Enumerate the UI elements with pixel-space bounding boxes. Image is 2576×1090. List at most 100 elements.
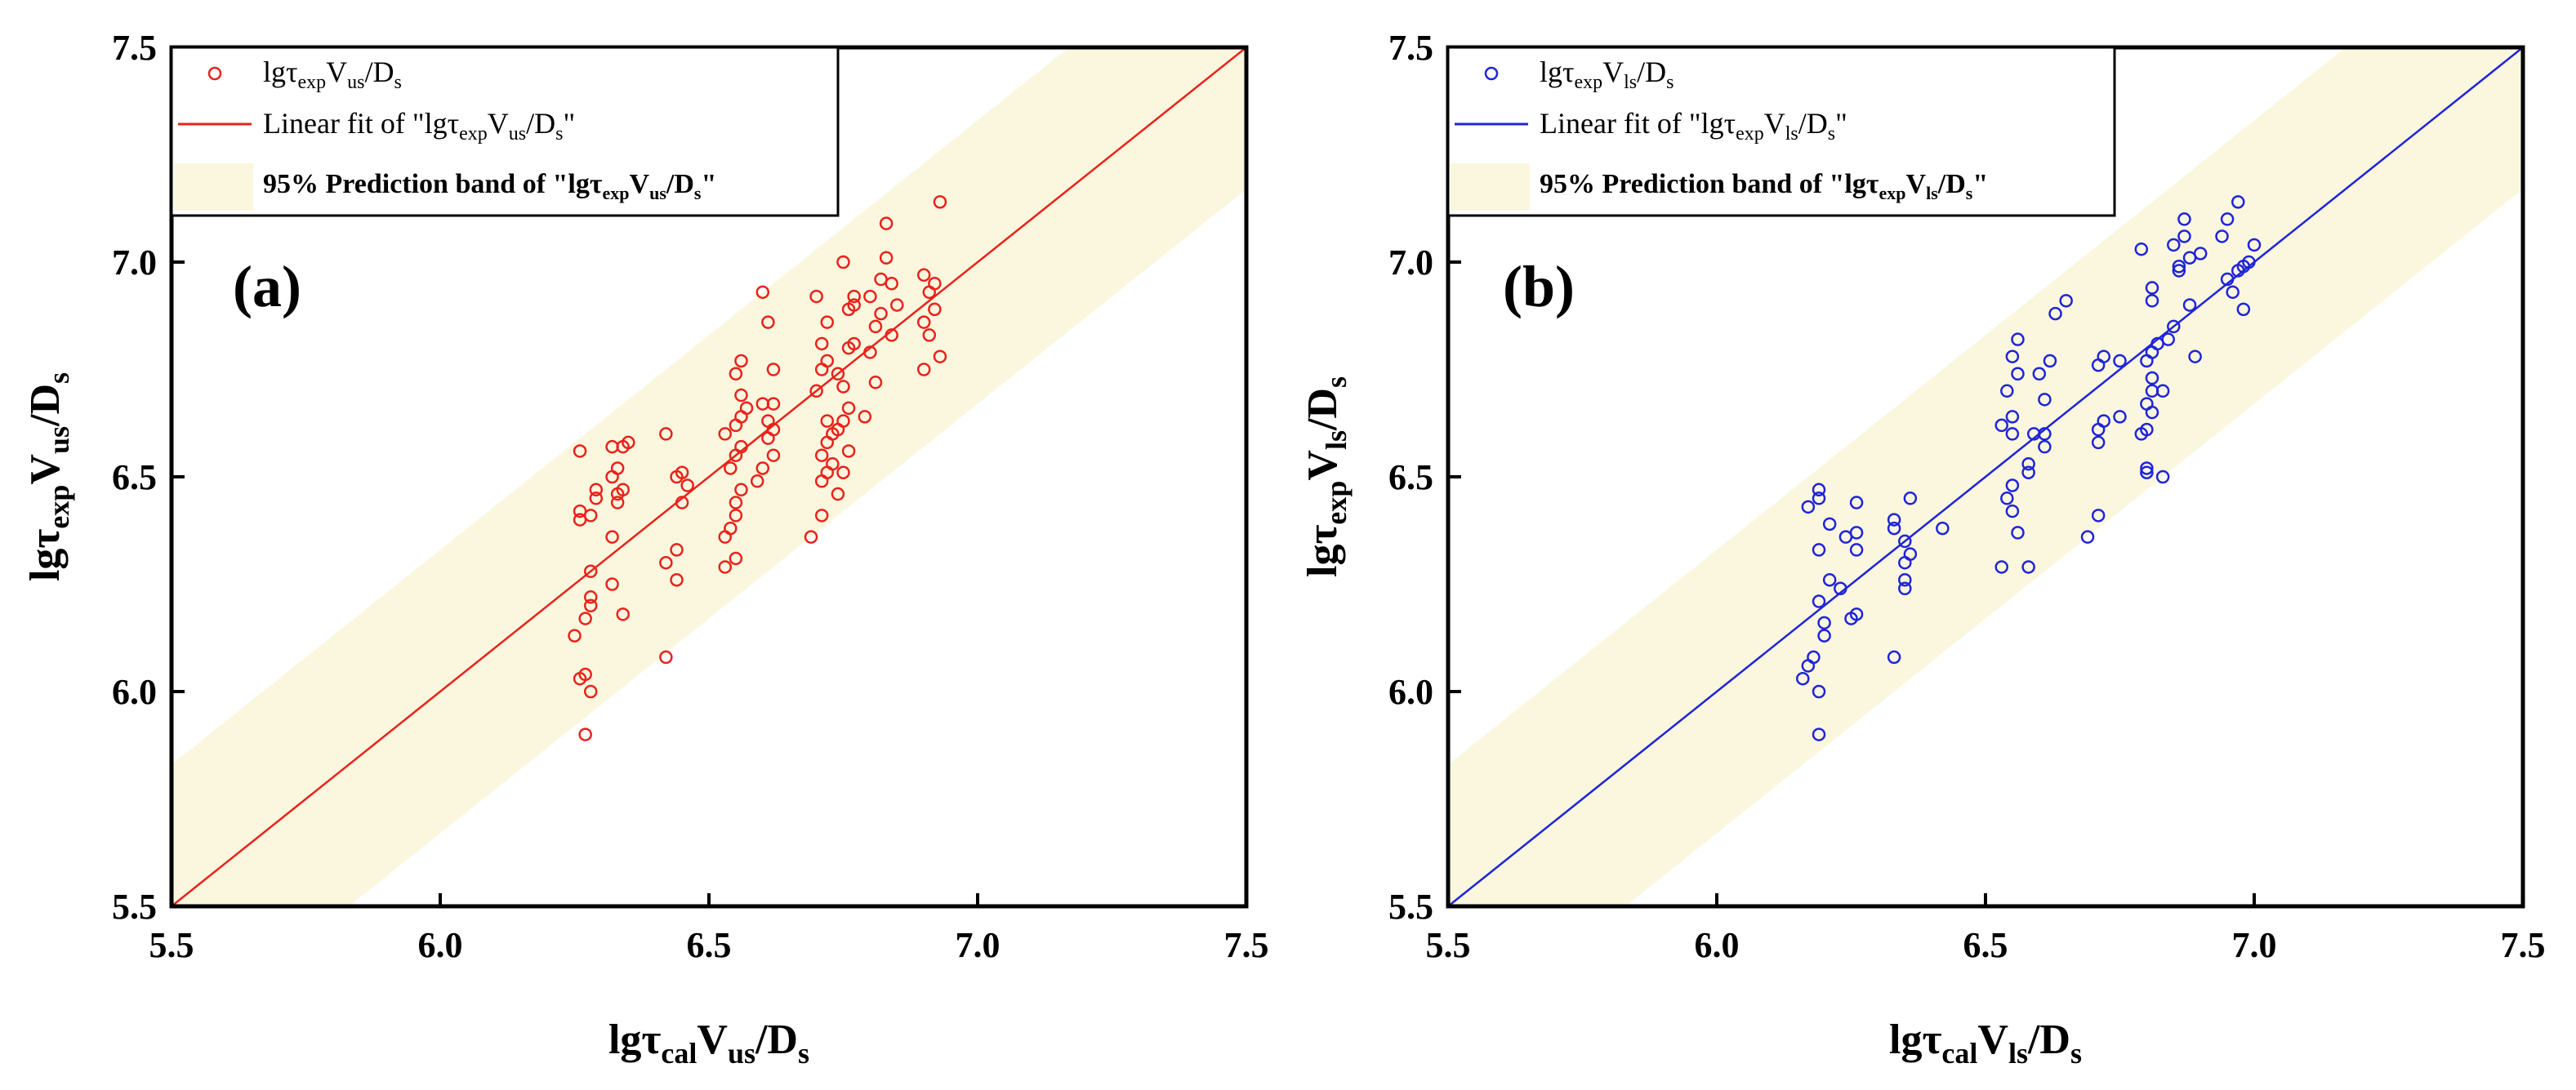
x-tick-label: 7.0	[2232, 925, 2277, 965]
data-point	[2140, 465, 2154, 479]
data-point	[755, 461, 770, 475]
data-point	[890, 298, 904, 312]
data-point	[1849, 607, 1864, 621]
data-point	[858, 410, 872, 424]
data-point	[2005, 427, 2020, 441]
data-point	[761, 315, 775, 329]
data-point	[750, 474, 764, 488]
data-point	[2038, 427, 2052, 441]
legend-box	[170, 46, 840, 217]
x-axis-title: lgτcalVls/Ds	[1889, 1017, 2082, 1070]
data-point	[847, 289, 861, 304]
data-point	[659, 650, 673, 665]
data-point	[2021, 465, 2035, 479]
data-point	[836, 465, 850, 479]
data-point	[2140, 397, 2154, 411]
data-point	[1822, 572, 1837, 587]
data-point	[2059, 294, 2073, 308]
data-point	[2048, 306, 2062, 321]
data-point	[734, 354, 748, 368]
data-point	[761, 414, 775, 428]
data-point	[2226, 285, 2240, 300]
scatter-points	[568, 195, 947, 741]
data-point	[610, 461, 625, 475]
x-tick-label: 6.5	[1963, 925, 2008, 965]
data-point	[1812, 727, 1826, 741]
y-tick-label: 6.5	[1388, 457, 1433, 497]
data-point	[916, 268, 931, 283]
data-point	[2080, 530, 2095, 544]
data-point	[724, 521, 738, 536]
axis-ticks: 5.5 6.0 6.5 7.0 7.5 5.5 6.0 6.5 7.0 7.5	[1388, 28, 2546, 965]
data-point	[841, 444, 856, 458]
data-point	[2038, 439, 2052, 454]
data-point	[1817, 629, 1831, 643]
data-point	[814, 509, 829, 523]
data-point	[1936, 521, 1950, 536]
data-point	[2193, 247, 2208, 260]
y-axis-title: lgτexpVls/Ds	[1299, 376, 1353, 577]
data-point	[2000, 384, 2014, 398]
data-point	[729, 367, 743, 381]
data-point	[2011, 526, 2025, 540]
scatter-points	[1796, 195, 2262, 741]
y-tick-label: 5.5	[1388, 887, 1433, 927]
data-point	[916, 315, 931, 329]
data-point	[1812, 483, 1826, 497]
data-point	[809, 289, 823, 304]
data-point	[2043, 354, 2057, 368]
data-point	[1849, 496, 1864, 509]
x-tick-label: 6.5	[687, 925, 732, 965]
data-point	[1898, 581, 1912, 596]
legend-scatter-label: lgτexpVls/Ds	[1540, 56, 1674, 93]
legend-scatter-label: lgτexpVus/Ds	[263, 56, 402, 93]
panel-b: 5.5 6.0 6.5 7.0 7.5 5.5 6.0 6.5 7.0 7.5 (b) lgτex…	[1299, 28, 2546, 1070]
data-point	[589, 483, 604, 497]
data-point	[2091, 435, 2106, 450]
x-tick-label: 5.5	[1426, 925, 1471, 965]
y-tick-label: 6.0	[1388, 672, 1433, 712]
data-point	[1849, 543, 1864, 557]
data-point	[675, 465, 689, 479]
data-point	[2140, 461, 2154, 475]
data-point	[573, 444, 587, 458]
data-point	[1822, 517, 1837, 532]
data-point	[729, 496, 743, 509]
data-point	[933, 195, 947, 209]
data-point	[659, 427, 673, 441]
data-point	[1812, 543, 1826, 557]
data-point	[578, 667, 592, 682]
y-tick-label: 7.5	[1388, 28, 1433, 68]
data-point	[820, 354, 835, 368]
data-point	[2134, 242, 2149, 256]
data-point	[659, 555, 673, 570]
legend-box	[1446, 46, 2116, 217]
legend-band-label: 95% Prediction band of "lgτexpVus/Ds"	[263, 169, 716, 203]
y-tick-label: 7.0	[112, 242, 157, 283]
data-point	[820, 315, 835, 329]
data-point	[879, 251, 894, 265]
linear-fit-line	[172, 47, 1246, 906]
data-point	[2145, 294, 2159, 308]
data-point	[1807, 650, 1821, 665]
axis-ticks: 5.5 6.0 6.5 7.0 7.5 5.5 6.0 6.5 7.0 7.5	[112, 28, 1269, 965]
data-point	[605, 530, 619, 544]
data-point	[616, 483, 630, 497]
data-point	[734, 439, 748, 454]
data-point	[2032, 367, 2047, 381]
data-point	[1887, 650, 1901, 665]
panel-label: (a)	[233, 254, 301, 319]
y-tick-label: 7.0	[1388, 242, 1433, 283]
data-point	[916, 363, 931, 376]
legend-scatter-marker	[207, 66, 222, 81]
data-point	[2113, 410, 2127, 424]
data-point	[2182, 298, 2197, 312]
data-point	[1898, 534, 1912, 549]
data-point	[831, 367, 845, 381]
legend-band-swatch	[1451, 163, 1530, 211]
data-point	[933, 349, 947, 363]
data-point	[675, 496, 689, 509]
data-point	[814, 336, 829, 351]
data-point	[755, 285, 770, 300]
